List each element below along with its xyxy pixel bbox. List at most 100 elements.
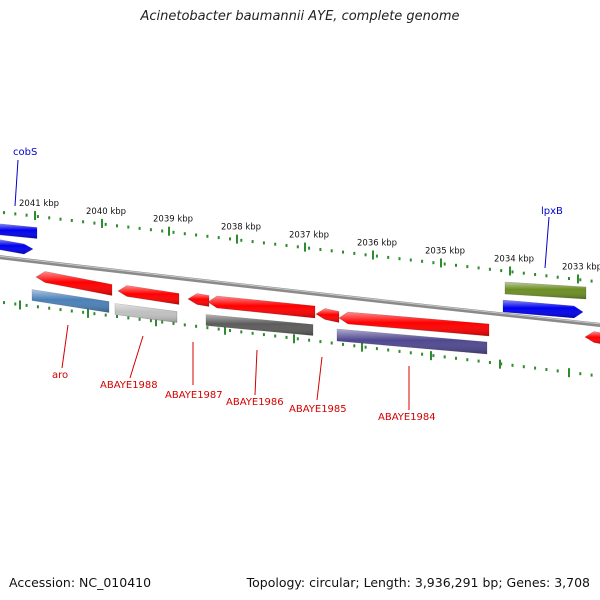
genome-summary: Topology: circular; Length: 3,936,291 bp… — [246, 575, 590, 590]
lower-tick-dot — [522, 365, 525, 369]
upper-tick-dot — [522, 271, 525, 275]
lower-tick-dot — [14, 302, 17, 306]
lower-tick-dot — [455, 356, 457, 360]
upper-tick-dot — [172, 230, 175, 234]
gene-arrow[interactable] — [584, 331, 600, 345]
upper-tick-dot — [342, 250, 344, 254]
upper-tick-dot — [488, 267, 491, 271]
lower-tick-dot — [195, 324, 198, 328]
upper-tick-dot — [195, 233, 198, 237]
lower-tick-dot — [172, 322, 175, 325]
lower-tick-dot — [127, 316, 130, 320]
gene-label-leader — [61, 324, 69, 369]
abaye1987-arrow[interactable] — [187, 293, 210, 307]
lower-tick-dot — [556, 369, 559, 373]
upper-tick-dot — [274, 242, 277, 246]
gene-arrow[interactable] — [0, 239, 34, 255]
lower-tick-dot — [488, 361, 491, 364]
upper-tick-dot — [285, 244, 288, 247]
upper-tick-dot — [296, 245, 299, 249]
lower-tick-dot — [70, 309, 73, 313]
lower-tick-dot — [25, 303, 28, 307]
gene-arrow[interactable] — [117, 285, 180, 305]
abaye1988-arrow[interactable] — [114, 303, 178, 323]
upper-tick-dot — [3, 211, 5, 215]
upper-tick-dot — [70, 219, 73, 222]
upper-tick-dot — [556, 275, 559, 279]
upper-tick-dot — [48, 216, 51, 220]
lower-tick-dot — [240, 330, 243, 334]
upper-tick-dot — [500, 269, 503, 273]
gene-label-lpxb[interactable]: lpxB — [541, 206, 563, 217]
gene-label-abaye1986[interactable]: ABAYE1986 — [226, 397, 284, 408]
lower-tick-dot — [262, 333, 265, 337]
lower-tick-dot — [296, 337, 299, 341]
gene-label-abaye1987[interactable]: ABAYE1987 — [165, 390, 223, 401]
upper-tick-dot — [432, 261, 435, 265]
lower-tick-dot — [545, 368, 548, 371]
upper-tick-dot — [319, 248, 322, 251]
upper-tick-dot — [511, 270, 514, 274]
upper-tick-dot — [409, 258, 412, 262]
upper-tick-dot — [240, 238, 243, 242]
upper-tick-dot — [36, 215, 39, 218]
abaye1985-arrow[interactable] — [315, 308, 340, 323]
cobs-arrow[interactable] — [0, 223, 38, 239]
gene-label-aro[interactable]: aro — [52, 370, 68, 381]
lower-tick-dot — [274, 334, 277, 338]
upper-tick-dot — [364, 253, 367, 257]
lower-tick-dot — [285, 335, 288, 339]
gene-label-leader — [544, 216, 550, 269]
lower-tick-dot — [409, 351, 412, 355]
upper-tick-dot — [25, 213, 28, 217]
gene-label-abaye1984[interactable]: ABAYE1984 — [378, 412, 436, 423]
gene-label-leader — [14, 159, 19, 207]
kbp-tick-label: 2034 kbp — [494, 255, 534, 265]
lower-tick-dot — [3, 301, 5, 305]
lower-tick-dot — [104, 313, 107, 317]
gene-label-leader — [254, 349, 258, 396]
lower-tick-dot — [590, 373, 593, 377]
lower-tick-dot — [432, 354, 435, 358]
lower-tick-dot — [82, 310, 85, 314]
lower-tick-dot — [161, 320, 164, 324]
upper-tick-dot — [217, 236, 220, 240]
gene-label-abaye1988[interactable]: ABAYE1988 — [100, 380, 158, 391]
upper-tick-dot — [590, 279, 593, 283]
upper-tick-dot — [93, 221, 96, 225]
lower-tick-dot — [48, 306, 51, 310]
upper-tick-dot — [251, 240, 254, 244]
gene-label-leader — [129, 335, 144, 379]
upper-tick-dot — [127, 225, 130, 229]
upper-tick-dot — [353, 251, 356, 255]
upper-tick-dot — [116, 224, 118, 228]
gene-label-abaye1985[interactable]: ABAYE1985 — [289, 404, 347, 415]
lpxb-arrow[interactable] — [504, 281, 587, 300]
upper-tick-dot — [206, 234, 209, 238]
upper-tick-dot — [262, 241, 265, 245]
lower-tick-dot — [342, 342, 344, 346]
upper-tick-dot — [104, 222, 107, 226]
lower-tick-dot — [500, 362, 503, 366]
lower-tick-dot — [138, 317, 141, 321]
upper-tick-dot — [161, 229, 164, 233]
abaye1986-arrow[interactable] — [205, 314, 314, 336]
lower-tick-dot — [59, 308, 62, 312]
gene-label-cobs[interactable]: cobS — [13, 147, 37, 158]
kbp-tick-label: 2038 kbp — [221, 223, 261, 233]
kbp-tick-label: 2035 kbp — [425, 246, 465, 256]
upper-tick-dot — [545, 274, 548, 278]
lower-tick-dot — [375, 347, 378, 351]
upper-tick-dot — [183, 232, 186, 236]
lower-tick-dot — [36, 305, 39, 309]
upper-tick-dot — [477, 266, 480, 270]
lower-tick-dot — [353, 344, 356, 348]
kbp-tick-label: 2041 kbp — [19, 199, 59, 209]
upper-tick-dot — [387, 255, 390, 259]
gene-arrow[interactable] — [207, 295, 316, 319]
upper-tick-dot — [14, 212, 17, 216]
lower-tick-dot — [477, 359, 480, 363]
lower-tick-dot — [229, 329, 231, 332]
lower-tick-dot — [206, 326, 209, 330]
